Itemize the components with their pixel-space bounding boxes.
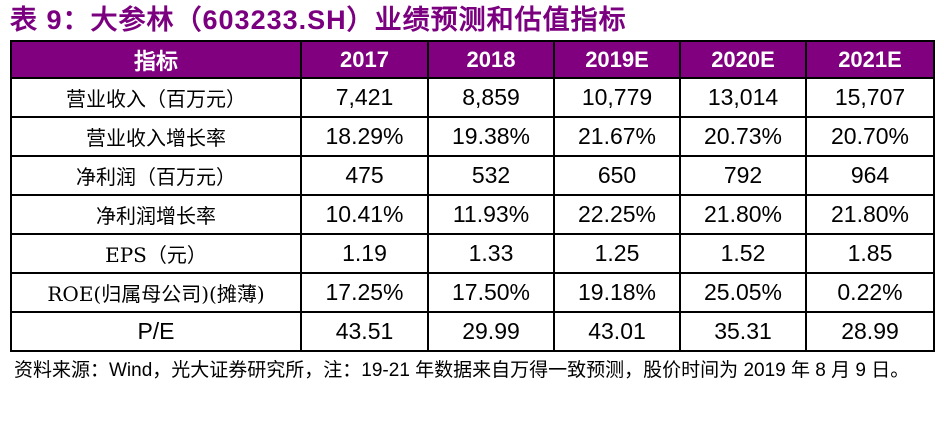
cell: 0.22%: [805, 272, 935, 313]
table-row: EPS（元） 1.19 1.33 1.25 1.52 1.85: [10, 233, 935, 274]
row-label: 净利润（百万元）: [10, 155, 302, 196]
cell: 21.80%: [805, 194, 935, 235]
cell: 532: [427, 155, 555, 196]
cell: 1.52: [679, 233, 807, 274]
cell: 19.18%: [553, 272, 681, 313]
cell: 8,859: [427, 77, 555, 118]
header-2020e: 2020E: [679, 40, 807, 79]
header-row: 指标 2017 2018 2019E 2020E 2021E: [10, 40, 935, 79]
header-2017: 2017: [300, 40, 429, 79]
cell: 964: [805, 155, 935, 196]
header-2019e: 2019E: [553, 40, 681, 79]
table-row: 营业收入（百万元） 7,421 8,859 10,779 13,014 15,7…: [10, 77, 935, 118]
cell: 28.99: [805, 311, 935, 352]
cell: 29.99: [427, 311, 555, 352]
cell: 17.50%: [427, 272, 555, 313]
cell: 35.31: [679, 311, 807, 352]
row-label: EPS（元）: [10, 233, 302, 274]
cell: 650: [553, 155, 681, 196]
cell: 43.51: [300, 311, 429, 352]
cell: 21.67%: [553, 116, 681, 157]
table-row: 净利润（百万元） 475 532 650 792 964: [10, 155, 935, 196]
cell: 20.70%: [805, 116, 935, 157]
cell: 10,779: [553, 77, 681, 118]
cell: 1.25: [553, 233, 681, 274]
cell: 18.29%: [300, 116, 429, 157]
table-row: 营业收入增长率 18.29% 19.38% 21.67% 20.73% 20.7…: [10, 116, 935, 157]
cell: 43.01: [553, 311, 681, 352]
cell: 1.33: [427, 233, 555, 274]
source-note: 资料来源：Wind，光大证券研究所，注：19-21 年数据来自万得一致预测，股价…: [14, 360, 910, 381]
cell: 1.85: [805, 233, 935, 274]
cell: 11.93%: [427, 194, 555, 235]
cell: 13,014: [679, 77, 807, 118]
cell: 21.80%: [679, 194, 807, 235]
table-row: P/E 43.51 29.99 43.01 35.31 28.99: [10, 311, 935, 352]
cell: 20.73%: [679, 116, 807, 157]
row-label: 净利润增长率: [10, 194, 302, 235]
cell: 19.38%: [427, 116, 555, 157]
cell: 7,421: [300, 77, 429, 118]
table-row: 净利润增长率 10.41% 11.93% 22.25% 21.80% 21.80…: [10, 194, 935, 235]
header-2018: 2018: [427, 40, 555, 79]
header-indicator: 指标: [10, 40, 302, 79]
cell: 15,707: [805, 77, 935, 118]
header-2021e: 2021E: [805, 40, 935, 79]
cell: 22.25%: [553, 194, 681, 235]
cell: 792: [679, 155, 807, 196]
row-label: 营业收入增长率: [10, 116, 302, 157]
row-label: 营业收入（百万元）: [10, 77, 302, 118]
forecast-table: 指标 2017 2018 2019E 2020E 2021E 营业收入（百万元）…: [10, 40, 935, 352]
row-label: P/E: [10, 311, 302, 352]
cell: 25.05%: [679, 272, 807, 313]
cell: 1.19: [300, 233, 429, 274]
row-label: ROE(归属母公司)(摊薄): [10, 272, 302, 313]
cell: 10.41%: [300, 194, 429, 235]
table-row: ROE(归属母公司)(摊薄) 17.25% 17.50% 19.18% 25.0…: [10, 272, 935, 313]
cell: 475: [300, 155, 429, 196]
cell: 17.25%: [300, 272, 429, 313]
table-title: 表 9：大参林（603233.SH）业绩预测和估值指标: [10, 5, 627, 35]
